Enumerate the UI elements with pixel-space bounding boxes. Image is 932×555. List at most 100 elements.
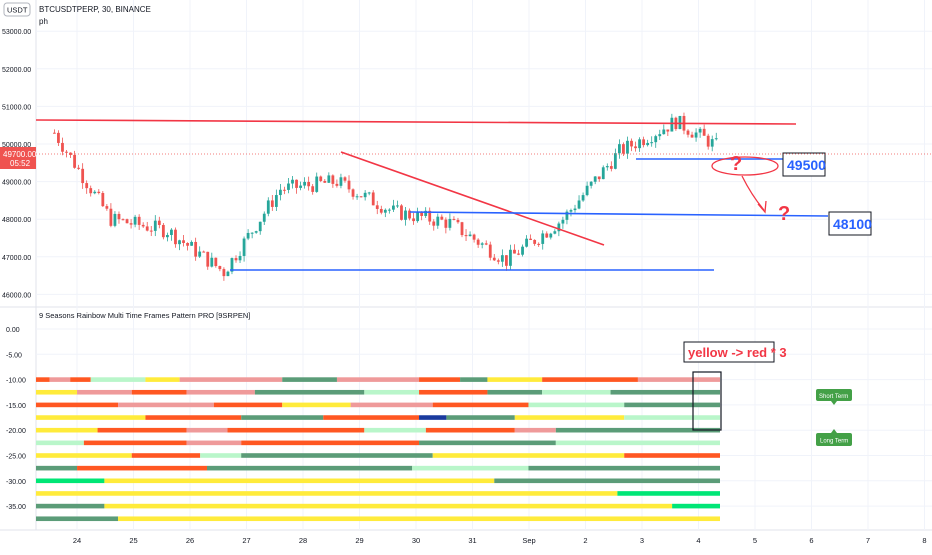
heatmap-cell <box>542 377 638 382</box>
candlestick-series <box>53 112 718 281</box>
candle-body <box>351 189 355 197</box>
heatmap-cell <box>419 377 461 382</box>
candle-body <box>666 129 670 132</box>
label-box-49500[interactable] <box>782 152 826 177</box>
candle-body <box>81 168 85 184</box>
heatmap-cell <box>672 503 720 509</box>
candle-body <box>359 196 363 198</box>
candle-body <box>250 232 254 234</box>
heatmap-cell <box>624 402 720 408</box>
candle-body <box>634 146 637 149</box>
candle-body <box>468 234 472 237</box>
candle-body <box>89 188 93 194</box>
candle-body <box>404 210 407 220</box>
candle-body <box>315 176 319 192</box>
question-mark-1: ? <box>730 153 742 175</box>
candle-body <box>101 192 105 207</box>
heatmap-cell <box>487 377 543 382</box>
candle-body <box>440 216 444 220</box>
candle-body <box>557 223 561 232</box>
long-term-label[interactable] <box>816 433 852 446</box>
heatmap-cell <box>528 465 720 471</box>
candle-body <box>630 140 633 147</box>
heatmap-cell <box>446 415 515 420</box>
candle-body <box>638 139 641 149</box>
price-tick-label: 49000.00 <box>2 180 31 187</box>
candle-body <box>230 258 234 272</box>
candle-body <box>517 253 520 255</box>
candle-body <box>601 167 605 180</box>
candle-body <box>283 189 286 191</box>
rainbow-heatmap <box>36 377 720 522</box>
candle-body <box>537 243 541 245</box>
indicator-short-label: ph <box>39 17 48 26</box>
heatmap-cell <box>432 453 625 458</box>
candle-body <box>521 246 524 255</box>
candle-body <box>355 196 359 198</box>
heatmap-cell <box>200 453 242 458</box>
candle-body <box>500 255 504 262</box>
candle-body <box>105 206 109 209</box>
candle-body <box>702 128 706 136</box>
oscillator-tick-label: -10.00 <box>6 378 26 385</box>
pattern-note-text: yellow -> red * 3 <box>688 345 787 360</box>
candle-body <box>662 129 666 135</box>
candle-body <box>367 192 371 194</box>
heatmap-cell <box>36 516 119 522</box>
candle-body <box>597 176 601 180</box>
highlight-ellipse[interactable] <box>711 156 779 176</box>
candle-body <box>347 180 351 190</box>
descending-trendline[interactable] <box>340 151 605 246</box>
candle-body <box>178 240 181 245</box>
pattern-highlight-box[interactable] <box>692 371 722 431</box>
heatmap-cell <box>131 453 201 458</box>
price-pane[interactable] <box>0 0 932 307</box>
candle-body <box>585 185 589 196</box>
candle-body <box>496 260 500 262</box>
candle-body <box>545 233 549 238</box>
support-line-48100[interactable] <box>409 211 829 217</box>
candle-body <box>618 144 621 154</box>
candle-body <box>202 251 206 253</box>
last-price-tag[interactable] <box>0 147 36 169</box>
candle-body <box>174 229 177 245</box>
candle-body <box>145 226 149 231</box>
heatmap-cell <box>36 389 78 395</box>
heatmap-cell <box>528 402 625 408</box>
heatmap-cell <box>36 503 105 509</box>
candle-body <box>210 257 214 267</box>
candle-body <box>480 243 484 245</box>
heatmap-cell <box>254 389 365 395</box>
time-tick-label: 6 <box>809 536 813 545</box>
label-box-48100[interactable] <box>828 211 872 236</box>
heatmap-cell <box>624 453 720 458</box>
level-label-49500: 49500 <box>787 157 826 173</box>
candle-body <box>420 211 424 216</box>
upper-trendline[interactable] <box>35 119 797 125</box>
time-tick-label: 30 <box>412 536 420 545</box>
short-term-label[interactable] <box>816 389 852 401</box>
heatmap-cell <box>97 427 187 433</box>
candle-body <box>182 240 185 243</box>
candle-body <box>206 251 210 267</box>
candle-body <box>549 233 553 238</box>
candle-body <box>642 139 646 146</box>
candle-body <box>186 242 189 246</box>
projection-arrow[interactable] <box>741 175 765 211</box>
candle-body <box>387 209 391 211</box>
heatmap-cell <box>36 491 618 496</box>
heatmap-cell <box>323 415 420 420</box>
pattern-note-box[interactable] <box>683 341 775 363</box>
heatmap-cell <box>494 478 720 484</box>
heatmap-cell <box>213 402 283 408</box>
candle-body <box>605 166 609 168</box>
time-tick-label: 7 <box>866 536 870 545</box>
heatmap-cell <box>432 402 529 408</box>
candle-body <box>670 117 674 132</box>
candle-body <box>343 177 347 181</box>
currency-button[interactable] <box>3 2 31 17</box>
candle-body <box>319 176 323 181</box>
price-tick-label: 47000.00 <box>2 255 31 262</box>
candle-body <box>432 221 436 226</box>
